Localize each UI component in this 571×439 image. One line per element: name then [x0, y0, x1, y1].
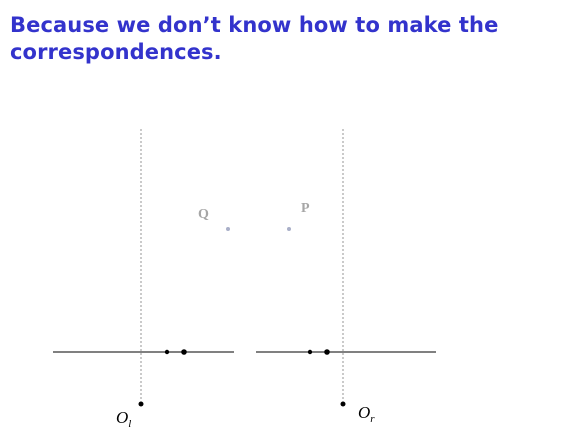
- left-projection-p: [181, 349, 187, 355]
- right-projection-q: [307, 349, 313, 355]
- right-projection-p: [324, 349, 330, 355]
- left-camera-center: [138, 401, 144, 407]
- left-projection-q: [164, 349, 170, 355]
- label-right-origin: Or: [358, 403, 375, 425]
- slide-title: Because we don’t know how to make the co…: [10, 13, 499, 64]
- right-origin-sub: r: [370, 413, 375, 425]
- scene-point-q: [226, 227, 230, 231]
- left-origin-sub: l: [128, 418, 131, 430]
- scene-point-p: [287, 227, 291, 231]
- left-origin-base: O: [116, 408, 128, 427]
- label-q: Q: [198, 207, 209, 222]
- right-origin-base: O: [358, 403, 370, 422]
- label-p: P: [301, 201, 310, 216]
- label-left-origin: Ol: [116, 408, 131, 430]
- right-camera-center: [340, 401, 346, 407]
